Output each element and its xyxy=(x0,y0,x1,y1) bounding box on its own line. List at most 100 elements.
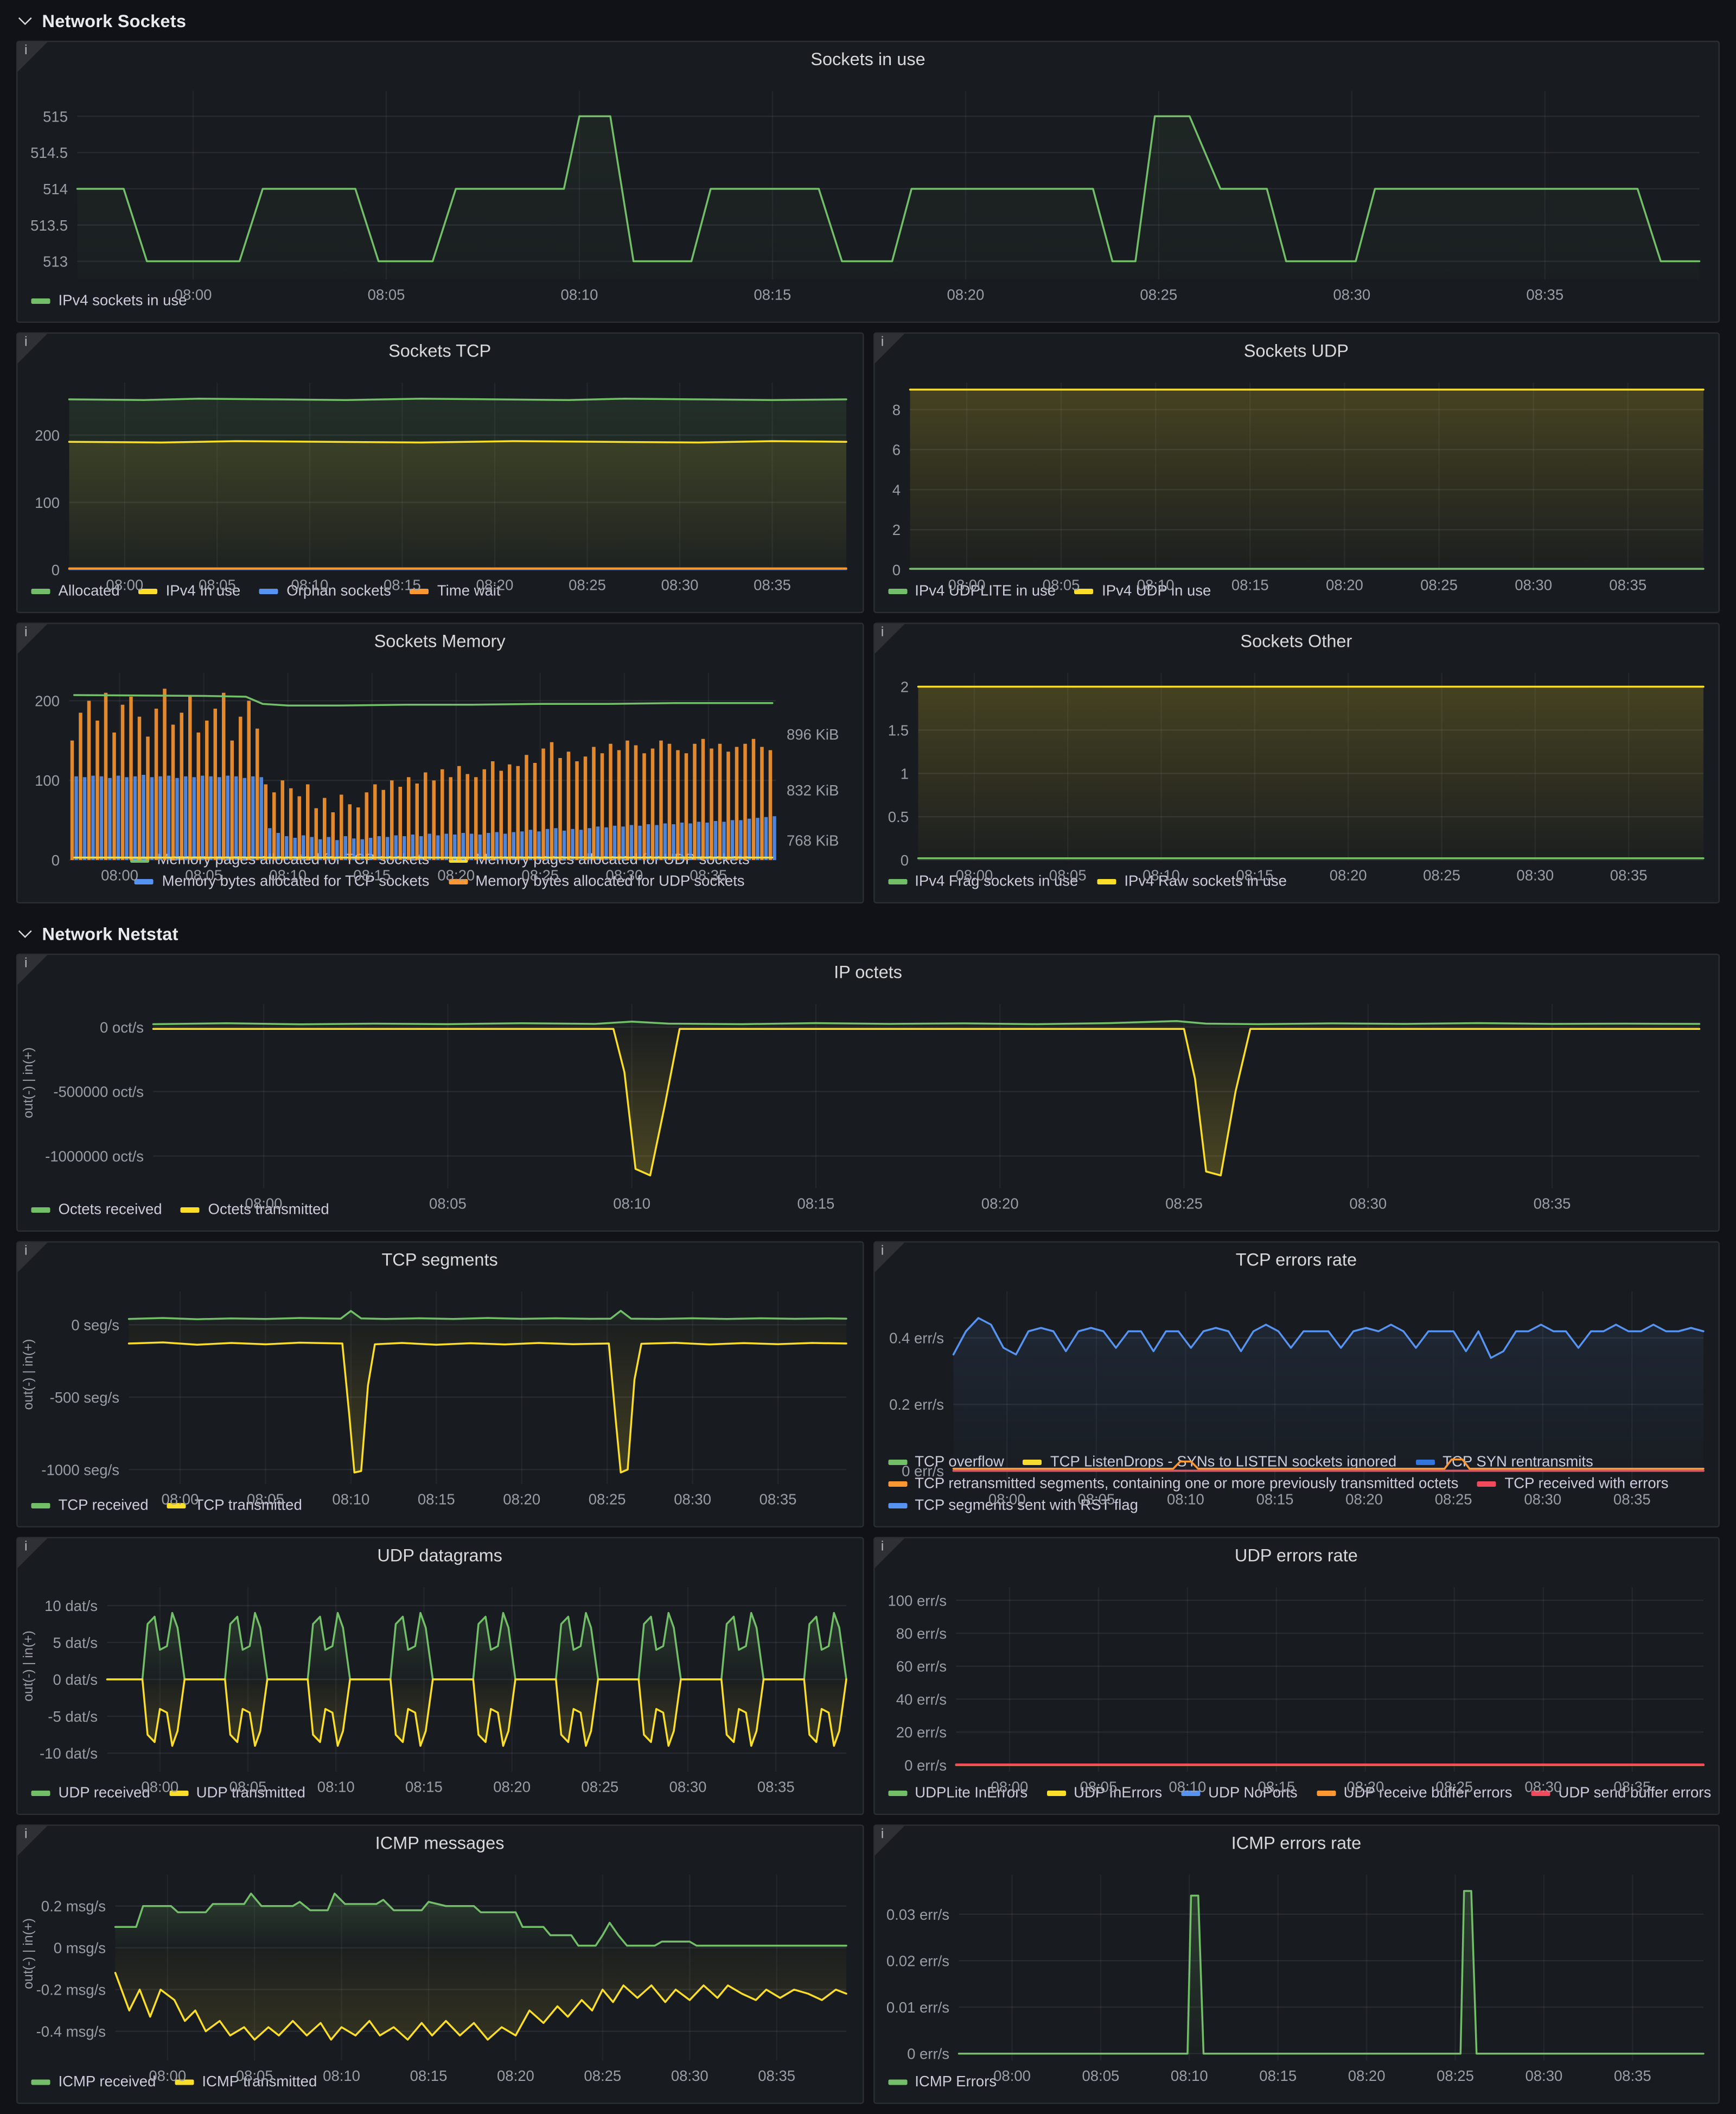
chart-icmp-errors-rate[interactable]: 08:00 08:05 08:10 08:15 08:20 08:25 08:30 08:35… xyxy=(874,1861,1718,2084)
legend-item[interactable]: TCP received xyxy=(31,1495,149,1517)
legend-item[interactable]: TCP retransmitted segments, containing o… xyxy=(888,1473,1458,1495)
legend-item[interactable]: Octets received xyxy=(31,1199,162,1221)
legend-item[interactable]: Orphan sockets xyxy=(259,581,391,602)
legend-label: UDP received xyxy=(58,1785,150,1801)
svg-text:08:05: 08:05 xyxy=(368,286,405,303)
svg-text:08:20: 08:20 xyxy=(1329,867,1367,884)
legend-item[interactable]: TCP transmitted xyxy=(167,1495,302,1517)
panel-title[interactable]: Sockets in use xyxy=(810,49,926,69)
legend-item[interactable]: IPv4 In use xyxy=(138,581,240,602)
legend-item[interactable]: Allocated xyxy=(31,581,120,602)
panel-info-icon[interactable]: i xyxy=(17,334,48,364)
panel-info-icon[interactable]: i xyxy=(17,42,48,72)
chart-sockets-other[interactable]: 08:00 08:05 08:10 08:15 08:20 08:25 08:30 08:35… xyxy=(874,659,1718,884)
panel-title[interactable]: TCP segments xyxy=(381,1249,498,1270)
panel-info-icon[interactable]: i xyxy=(17,955,48,985)
panel-info-icon[interactable]: i xyxy=(874,334,904,364)
chart-udp-datagrams[interactable]: out(-) | in(+) 08:00 08:05 08:10 08:15 08:20… xyxy=(18,1574,862,1795)
legend-item[interactable]: UDP NoPorts xyxy=(1181,1782,1298,1804)
chart-sockets-memory[interactable]: 08:00 08:05 08:10 08:15 08:20 08:25 08:30 08:35… xyxy=(18,659,862,884)
svg-text:08:05: 08:05 xyxy=(199,577,236,594)
legend-item[interactable]: Memory bytes allocated for UDP sockets xyxy=(448,871,745,893)
svg-text:08:35: 08:35 xyxy=(1613,1779,1650,1795)
chart-icmp-messages[interactable]: out(-) | in(+) 08:00 08:05 08:10 08:15 08:20… xyxy=(18,1861,862,2084)
panel-title[interactable]: ICMP errors rate xyxy=(1231,1832,1362,1854)
info-letter: i xyxy=(24,335,28,351)
chart-tcp-errors-rate[interactable]: 08:00 08:05 08:10 08:15 08:20 08:25 08:30 08:35… xyxy=(874,1278,1718,1508)
legend-item[interactable]: UDP receive buffer errors xyxy=(1316,1782,1512,1804)
legend-item[interactable]: ICMP received xyxy=(31,2072,156,2093)
legend-item[interactable]: Time wait xyxy=(410,581,501,602)
svg-text:08:20: 08:20 xyxy=(1325,577,1363,594)
legend-item[interactable]: UDP transmitted xyxy=(169,1782,305,1804)
chart-udp-errors-rate[interactable]: 08:00 08:05 08:10 08:15 08:20 08:25 08:30 08:35… xyxy=(874,1574,1718,1795)
legend-label: IPv4 UDP in use xyxy=(1102,583,1211,600)
svg-text:0.4 err/s: 0.4 err/s xyxy=(889,1330,943,1347)
svg-text:08:25: 08:25 xyxy=(584,2067,621,2084)
panel-title[interactable]: IP octets xyxy=(834,962,902,983)
legend-swatch xyxy=(1316,1791,1336,1796)
panel-title[interactable]: UDP errors rate xyxy=(1234,1545,1358,1566)
panel-info-icon[interactable]: i xyxy=(874,1243,904,1272)
section-network-sockets[interactable]: Network Sockets xyxy=(0,0,1736,41)
legend-item[interactable]: IPv4 UDP in use xyxy=(1075,581,1211,602)
panel-title[interactable]: Sockets TCP xyxy=(388,340,492,361)
panel-info-icon[interactable]: i xyxy=(17,1243,48,1272)
legend-item[interactable]: IPv4 sockets in use xyxy=(31,290,187,312)
panel-title[interactable]: Sockets UDP xyxy=(1243,340,1349,361)
section-network-netstat[interactable]: Network Netstat xyxy=(0,913,1736,954)
svg-text:514.5: 514.5 xyxy=(30,144,68,161)
legend-swatch xyxy=(1531,1791,1550,1796)
panel-sockets-memory: i Sockets Memory 08:00 08:05 08:10 08:15 08:… xyxy=(16,622,864,903)
svg-text:08:25: 08:25 xyxy=(521,867,559,884)
panel-info-icon[interactable]: i xyxy=(17,1826,48,1856)
legend-item[interactable]: TCP received with errors xyxy=(1477,1473,1669,1495)
legend-item[interactable]: UDP InErrors xyxy=(1046,1782,1162,1804)
panel-title[interactable]: Sockets Other xyxy=(1240,631,1352,652)
legend-item[interactable]: IPv4 UDPLITE in use xyxy=(888,581,1056,602)
panel-title[interactable]: ICMP messages xyxy=(375,1832,505,1854)
legend-label: IPv4 UDPLITE in use xyxy=(915,583,1056,600)
legend-item[interactable]: IPv4 Frag sockets in use xyxy=(888,871,1078,893)
legend-label: TCP transmitted xyxy=(194,1498,302,1514)
panel-info-icon[interactable]: i xyxy=(874,1826,904,1856)
legend-swatch xyxy=(181,1207,200,1213)
legend-swatch xyxy=(1046,1791,1066,1796)
svg-text:20 err/s: 20 err/s xyxy=(896,1724,946,1741)
info-letter: i xyxy=(24,43,28,59)
panel-info-icon[interactable]: i xyxy=(17,1538,48,1568)
svg-text:08:10: 08:10 xyxy=(1166,1491,1204,1508)
chart-tcp-segments[interactable]: out(-) | in(+) 08:00 08:05 08:10 08:15 08:20… xyxy=(18,1278,862,1508)
chart-sockets-in-use[interactable]: 08:00 08:05 08:10 08:15 08:20 08:25 08:30 08:35… xyxy=(18,78,1719,303)
panel-ip-octets: i IP octets out(-) | in(+) 08:00 08:05 08:… xyxy=(16,953,1720,1232)
panel-info-icon[interactable]: i xyxy=(874,1538,904,1568)
panel-title[interactable]: Sockets Memory xyxy=(374,631,506,652)
panel-title[interactable]: UDP datagrams xyxy=(377,1545,502,1566)
info-letter: i xyxy=(24,1244,28,1259)
legend-item[interactable]: Memory bytes allocated for TCP sockets xyxy=(135,871,429,893)
legend-label: TCP retransmitted segments, containing o… xyxy=(915,1476,1459,1492)
panel-title[interactable]: TCP errors rate xyxy=(1235,1249,1357,1270)
svg-text:08:05: 08:05 xyxy=(236,2067,273,2084)
legend-item[interactable]: TCP segments sent with RST flag xyxy=(888,1495,1138,1517)
legend-item[interactable]: ICMP Errors xyxy=(888,2072,997,2093)
svg-text:0.03 err/s: 0.03 err/s xyxy=(886,1906,949,1923)
legend-swatch xyxy=(448,879,468,884)
svg-text:0 err/s: 0 err/s xyxy=(907,2046,949,2062)
legend-item[interactable]: ICMP transmitted xyxy=(175,2072,317,2093)
svg-text:5 dat/s: 5 dat/s xyxy=(53,1634,98,1651)
legend-item[interactable]: UDP received xyxy=(31,1782,150,1804)
legend: ICMP received ICMP transmitted xyxy=(18,2069,862,2103)
legend-item[interactable]: UDP send buffer errors xyxy=(1531,1782,1711,1804)
panel-info-icon[interactable]: i xyxy=(17,624,48,654)
chart-sockets-tcp[interactable]: 08:00 08:05 08:10 08:15 08:20 08:25 08:30 08:35… xyxy=(18,369,862,594)
svg-text:100: 100 xyxy=(35,494,60,511)
panel-sockets-other: i Sockets Other 08:00 08:05 08:10 08:15 08:2… xyxy=(872,622,1720,903)
chart-sockets-udp[interactable]: 08:00 08:05 08:10 08:15 08:20 08:25 08:30 08:35… xyxy=(874,369,1718,594)
panel-info-icon[interactable]: i xyxy=(874,624,904,654)
legend-item[interactable]: UDPLite InErrors xyxy=(888,1782,1027,1804)
svg-text:08:15: 08:15 xyxy=(754,286,792,303)
chart-ip-octets[interactable]: out(-) | in(+) 08:00 08:05 08:10 08:15 08:20… xyxy=(18,990,1719,1212)
legend-item[interactable]: IPv4 Raw sockets in use xyxy=(1097,871,1287,893)
legend-item[interactable]: Octets transmitted xyxy=(181,1199,329,1221)
